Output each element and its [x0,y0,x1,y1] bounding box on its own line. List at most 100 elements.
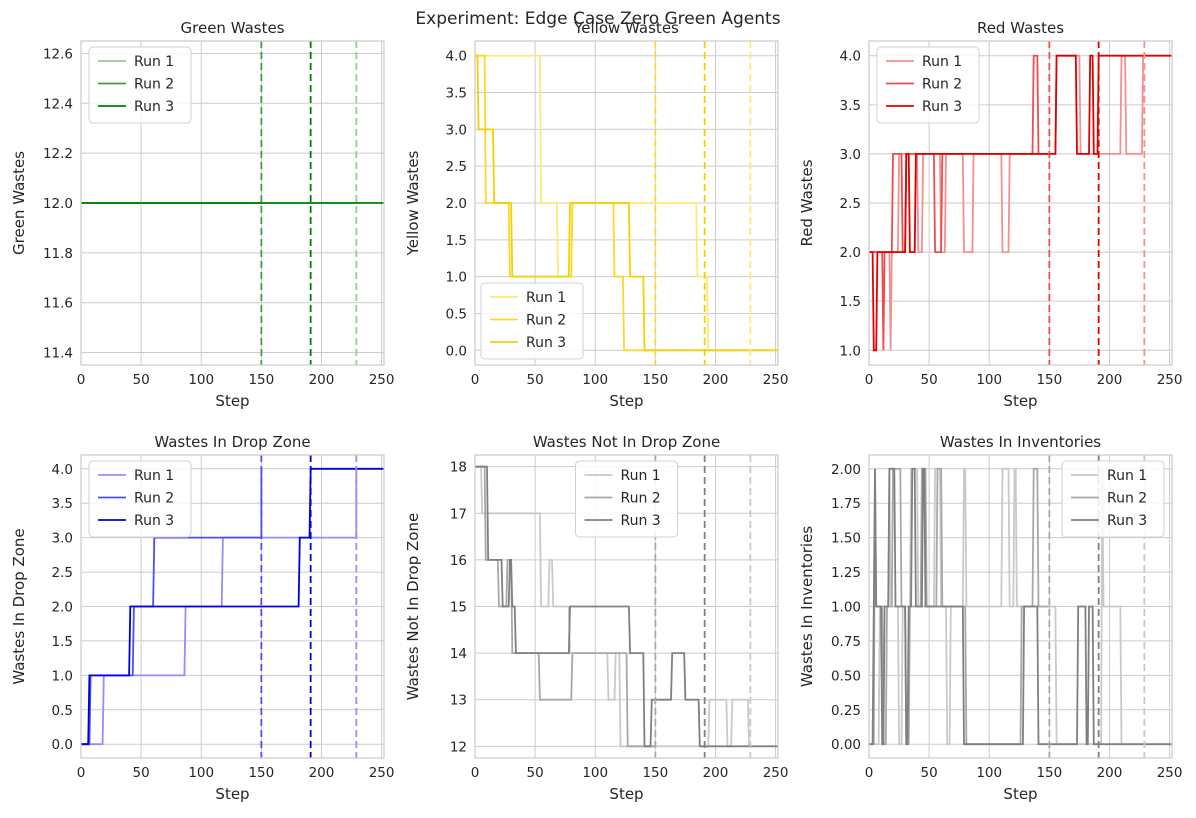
x-tick-label: 250 [1157,372,1183,388]
x-axis-label: Step [215,785,249,803]
y-tick-label: 11.6 [43,296,73,312]
x-tick-label: 50 [133,765,150,781]
legend-label-run-1: Run 1 [922,54,962,70]
legend-label-run-1: Run 1 [1107,468,1147,484]
series-line-run-1 [869,467,1145,746]
legend-label-run-1: Run 1 [134,54,174,70]
x-tick-label: 200 [309,372,335,388]
y-tick-label: 2.00 [831,462,861,478]
subplot-4: 0 50 100 150 200 250 0.0 0.5 1.0 1.5 2.0 2.5 3.0 3.5 4… [10,433,394,803]
x-tick-label: 200 [1097,372,1123,388]
y-tick-label: 14 [450,646,467,662]
axes-frame [80,40,385,366]
y-tick-label: 1.0 [52,668,73,684]
x-tick-label: 50 [527,372,544,388]
y-tick-label: 2.5 [52,565,73,581]
subplots: 0 50 100 150 200 25011.411.611.812.012.212.41… [10,19,1182,803]
legend-box [575,460,678,538]
y-tick-label: 2.5 [446,159,467,175]
subplot-title: Wastes In Drop Zone [154,433,310,451]
y-tick-label: 13 [450,693,467,709]
y-tick-label: 3.5 [840,98,861,114]
y-tick-label: 3.0 [840,147,861,163]
y-tick-label: 0.00 [831,737,861,753]
legend-label-run-1: Run 1 [526,290,566,306]
x-axis-label: Step [215,392,249,410]
x-tick-label: 250 [369,765,395,781]
y-tick-label: 1.5 [52,634,73,650]
x-tick-label: 150 [642,765,668,781]
subplot-6: 0 50 100 150 200 250 0.00 0.25 0.50 0.75 1.00 1.25 1… [798,433,1182,803]
legend-label-run-1: Run 1 [134,468,174,484]
x-tick-label: 150 [248,372,274,388]
x-tick-label: 100 [188,372,214,388]
x-tick-label: 100 [188,765,214,781]
x-axis-label: Step [1003,392,1037,410]
legend-box [88,460,192,538]
x-tick-label: 200 [309,765,335,781]
subplot-title: Red Wastes [977,19,1064,37]
x-tick-label: 250 [1157,765,1183,781]
x-tick-label: 150 [248,765,274,781]
x-tick-label: 200 [703,765,729,781]
series-line-run-3 [475,54,778,352]
x-tick-label: 200 [703,372,729,388]
y-tick-label: 1.5 [840,294,861,310]
legend: Run 1 Run 2 Run 3 [88,46,192,124]
y-tick-label: 18 [450,460,467,476]
y-axis-label: Green Wastes [10,151,28,255]
x-tick-label: 150 [1036,765,1062,781]
series-line-run-2 [475,54,656,352]
y-tick-label: 0.75 [831,634,861,650]
subplot-2: 0 50 100 150 200 250 0.0 0.5 1.0 1.5 2.0 2.5 3.0 3.5 4… [404,19,788,410]
x-axis-label: Step [609,392,643,410]
y-tick-label: 4.0 [840,49,861,65]
y-tick-label: 1.00 [831,600,861,616]
legend-box [88,46,192,124]
y-tick-label: 1.75 [831,496,861,512]
x-tick-label: 250 [369,372,395,388]
series-line-run-3 [869,54,1172,352]
x-tick-label: 250 [763,372,789,388]
x-tick-label: 50 [921,765,938,781]
y-tick-label: 12.6 [43,46,73,62]
x-axis-label: Step [1003,785,1037,803]
x-tick-label: 0 [77,372,86,388]
legend-label-run-3: Run 3 [134,513,174,529]
legend-label-run-3: Run 3 [922,99,962,115]
y-tick-label: 1.25 [831,565,861,581]
y-tick-label: 11.4 [43,346,73,362]
legend-label-run-2: Run 2 [134,77,174,93]
y-tick-label: 2.0 [446,196,467,212]
axes-frame [474,40,779,366]
y-tick-label: 1.0 [840,343,861,359]
y-tick-label: 0.0 [52,737,73,753]
legend-label-run-2: Run 2 [134,491,174,507]
legend: Run 1 Run 2 Run 3 [575,460,678,538]
x-tick-label: 100 [582,372,608,388]
legend-label-run-3: Run 3 [526,335,566,351]
x-tick-label: 150 [1036,372,1062,388]
y-tick-label: 1.0 [446,270,467,286]
legend: Run 1 Run 2 Run 3 [88,460,192,538]
x-tick-label: 200 [1097,765,1123,781]
plot-lines [81,455,384,758]
subplot-5: 0 50 100 150 200 250 12 13 14 15 16 17 18 Wastes Not … [404,433,788,803]
y-tick-label: 0.5 [446,306,467,322]
y-tick-label: 3.0 [52,531,73,547]
y-tick-label: 4.0 [446,49,467,65]
legend-label-run-2: Run 2 [922,77,962,93]
y-tick-label: 3.0 [446,122,467,138]
plot-lines [81,41,384,365]
y-tick-label: 17 [450,506,467,522]
y-axis-label: Wastes In Inventories [798,526,816,687]
subplot-1: 0 50 100 150 200 250 11.4 11.6 11.8 12.0 12.2 12.4 1… [10,19,394,410]
axes-frame [80,454,385,759]
x-tick-label: 50 [921,372,938,388]
x-tick-label: 150 [642,372,668,388]
axes-frame [868,454,1173,759]
y-tick-label: 1.5 [446,233,467,249]
subplot-title: Wastes In Inventories [940,433,1101,451]
subplot-3: 0 50 100 150 200 250 1.0 1.5 2.0 2.5 3.0 3.5 4.0 Red … [798,19,1182,410]
